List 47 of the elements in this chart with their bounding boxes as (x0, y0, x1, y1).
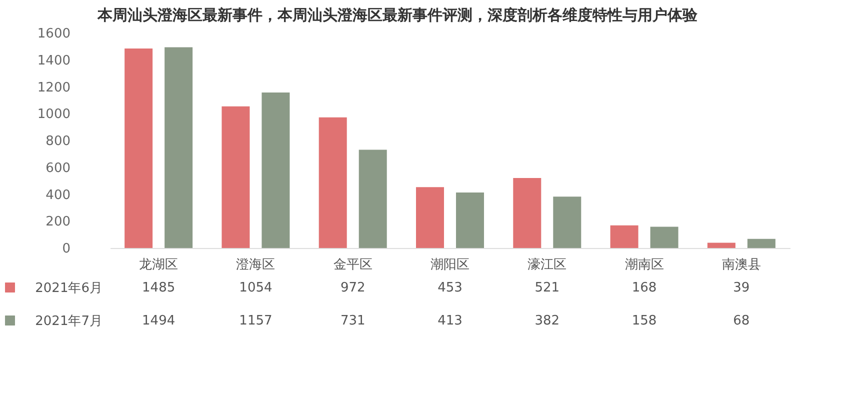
bar (650, 226, 678, 248)
y-tick-label: 200 (46, 214, 70, 230)
data-label: 731 (340, 314, 366, 328)
y-tick-label: 400 (46, 188, 70, 203)
y-tick-label: 600 (46, 160, 70, 176)
data-label: 453 (438, 280, 462, 296)
chart-title: 本周汕头澄海区最新事件，本周汕头澄海区最新事件评测，深度剖析各维度特性与用户体验 (96, 6, 699, 24)
y-tick-label: 800 (46, 134, 70, 149)
data-label: 168 (632, 280, 657, 296)
data-label: 413 (438, 314, 462, 328)
x-tick-label: 澄海区 (236, 258, 276, 272)
y-tick-label: 1200 (37, 80, 70, 96)
bar (456, 192, 484, 248)
bar (747, 238, 776, 248)
data-label: 1485 (142, 280, 176, 296)
bar (318, 117, 347, 248)
bar (416, 187, 444, 248)
data-label: 158 (632, 314, 657, 328)
data-label: 39 (733, 280, 750, 296)
bar (222, 106, 250, 248)
data-label: 382 (534, 314, 560, 328)
y-tick-label: 1000 (37, 107, 70, 122)
data-label: 972 (340, 280, 366, 296)
bar (358, 150, 387, 248)
legend-label: 2021年7月 (35, 314, 102, 329)
bar (707, 242, 736, 248)
data-label: 521 (534, 280, 560, 296)
x-tick-label: 金平区 (333, 258, 372, 272)
data-label: 1157 (239, 314, 272, 328)
data-label: 68 (733, 314, 750, 328)
x-tick-label: 潮南区 (624, 258, 664, 272)
x-tick-label: 潮阳区 (430, 258, 470, 272)
x-tick-label: 濠江区 (528, 258, 567, 272)
x-tick-label: 南澳县 (722, 258, 761, 272)
y-tick-label: 0 (62, 242, 70, 256)
bar (610, 225, 638, 248)
bar (164, 47, 193, 248)
legend-label: 2021年6月 (35, 281, 102, 296)
y-tick-label: 1600 (37, 26, 70, 42)
x-tick-label: 龙湖区 (139, 258, 178, 272)
y-tick-label: 1400 (37, 53, 70, 68)
bar (124, 48, 153, 248)
bar (262, 92, 290, 248)
data-label: 1494 (142, 314, 176, 328)
bar (513, 178, 542, 248)
data-label: 1054 (239, 280, 272, 296)
bar (553, 196, 582, 248)
